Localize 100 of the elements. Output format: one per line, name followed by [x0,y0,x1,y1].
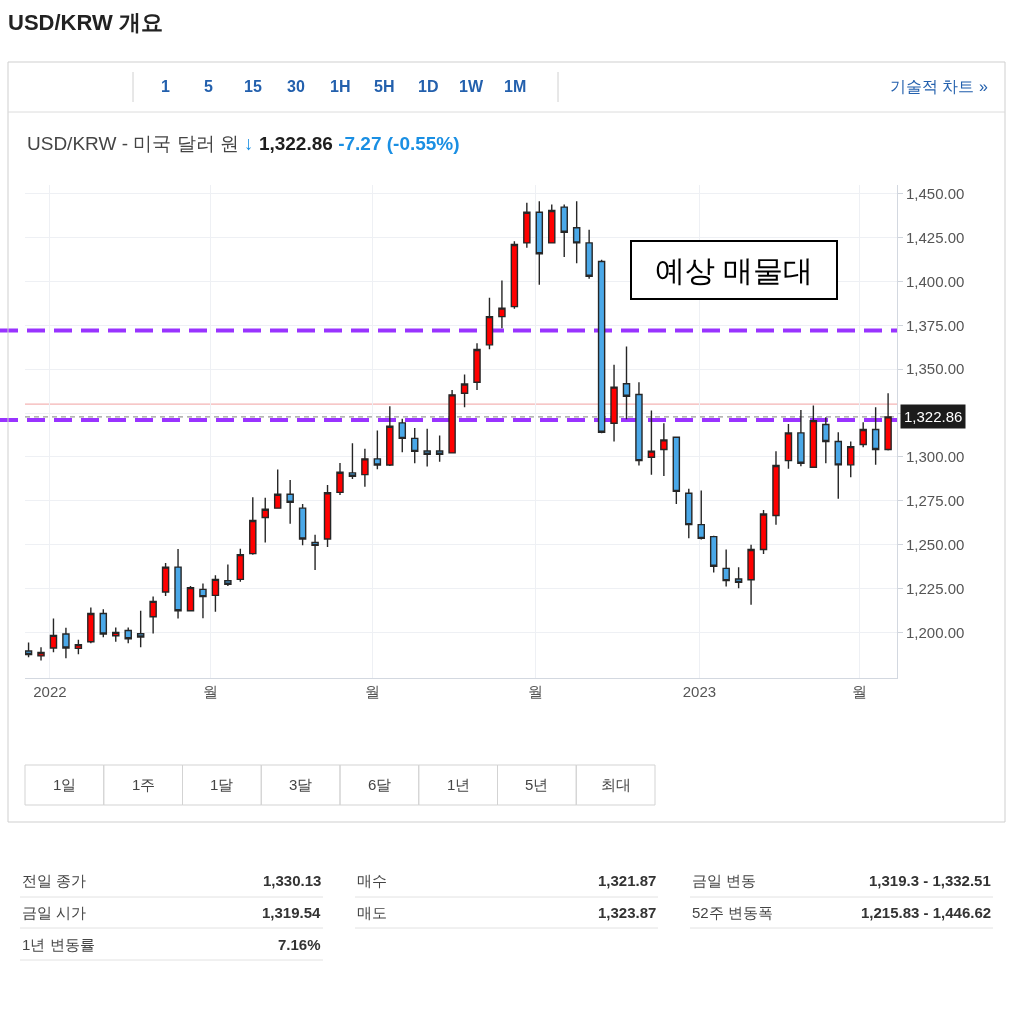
candlestick [249,496,257,556]
candlestick [361,448,369,488]
y-tick-label: 1,200.00 [906,623,965,641]
x-tick-label: 월 [202,683,218,700]
candlestick [224,563,232,587]
y-tick-label: 1,450.00 [906,185,965,203]
text: 15 [244,78,262,95]
x-tick-label: 2022 [33,683,67,700]
text: 1,322.86 [258,133,333,154]
text: 7.16% [278,936,321,953]
y-tick-label: 1,225.00 [906,579,965,597]
candlestick [49,617,58,653]
text: 1,215.83 - 1,446.62 [861,904,992,921]
candlestick [622,345,631,420]
candlestick [784,423,793,470]
text: 매도 [357,904,387,921]
text: 3달 [289,776,313,793]
candlestick [435,434,444,463]
text: 1H [330,78,351,95]
candlestick [261,496,269,544]
candlestick [410,427,419,464]
text: 1,323.87 [598,904,657,921]
y-tick-label: 1,375.00 [906,316,965,334]
candlestick [286,479,294,525]
text: 1,319.54 [262,904,322,921]
text: -7.27 (-0.55%) [338,133,460,154]
candlestick [747,543,755,606]
text: 1D [418,78,439,95]
candlestick [759,509,768,555]
text: 금일 시가 [22,904,87,921]
y-tick-label: 1,250.00 [906,535,965,553]
candlestick [859,421,867,448]
candlestick [460,373,469,408]
candlestick [398,418,407,453]
candlestick [722,548,730,588]
candlestick [498,279,506,329]
candlestick [585,229,593,280]
text: 30 [287,78,305,95]
candlestick [473,342,481,391]
text: 기술적 차트 » [890,78,988,95]
text: 1W [459,78,484,95]
text: 5년 [525,776,549,793]
candlestick [74,639,83,656]
candlestick [597,259,606,434]
candlestick [136,610,145,648]
candlestick [834,431,843,500]
candlestick [112,626,120,643]
text: 금일 변동 [692,872,757,889]
x-tick-label: 월 [528,683,544,700]
text: 6달 [368,776,392,793]
candlestick [149,595,157,635]
candlestick [25,641,33,658]
chart-subtitle: USD/KRW - 미국 달러 원 [27,133,239,154]
text: 1일 [53,776,77,793]
candlestick [87,606,95,644]
x-tick-label: 2023 [682,683,717,700]
candlestick [273,468,282,510]
y-tick-label: 1,425.00 [906,228,965,246]
candlestick [871,406,880,466]
candlestick [174,548,182,620]
text: 1주 [132,776,156,793]
candlestick [423,428,431,468]
candlestick [523,202,531,249]
annotation: 예상 매물대 [654,253,814,287]
text: 매수 [357,872,387,889]
candlestick [535,200,544,286]
text: 전일 종가 [22,872,87,889]
candlestick [186,585,195,613]
candlestick [311,533,319,571]
candlestick [772,450,780,526]
y-tick-label: 1,400.00 [906,272,965,290]
candlestick [572,200,581,264]
text: 5 [204,78,213,95]
x-tick-label: 월 [852,683,868,700]
candlestick [485,297,494,350]
y-tick-label: 1,300.00 [906,448,965,466]
candlestick [610,364,618,443]
candlestick [373,429,382,470]
candlestick [884,392,892,452]
text: 1,319.3 - 1,332.51 [869,872,991,889]
candlestick [647,409,656,476]
text: 1달 [210,776,234,793]
candlestick [510,240,519,310]
text: 5H [374,78,395,95]
candlestick [709,535,718,574]
candlestick [672,435,681,505]
candlestick [336,462,344,496]
chart-title: USD/KRW 개요 [8,9,163,35]
candlestick [635,381,643,467]
candlestick [822,416,830,464]
candlestick [348,442,357,480]
candlestick [99,608,108,638]
text: 1년 변동률 [22,936,95,953]
candlestick [298,503,307,547]
candlestick [62,627,70,659]
candlestick [797,409,805,467]
candlestick [161,562,170,597]
x-tick-label: 월 [364,683,380,700]
candlestick [199,582,207,619]
text: 1,330.13 [263,872,322,889]
